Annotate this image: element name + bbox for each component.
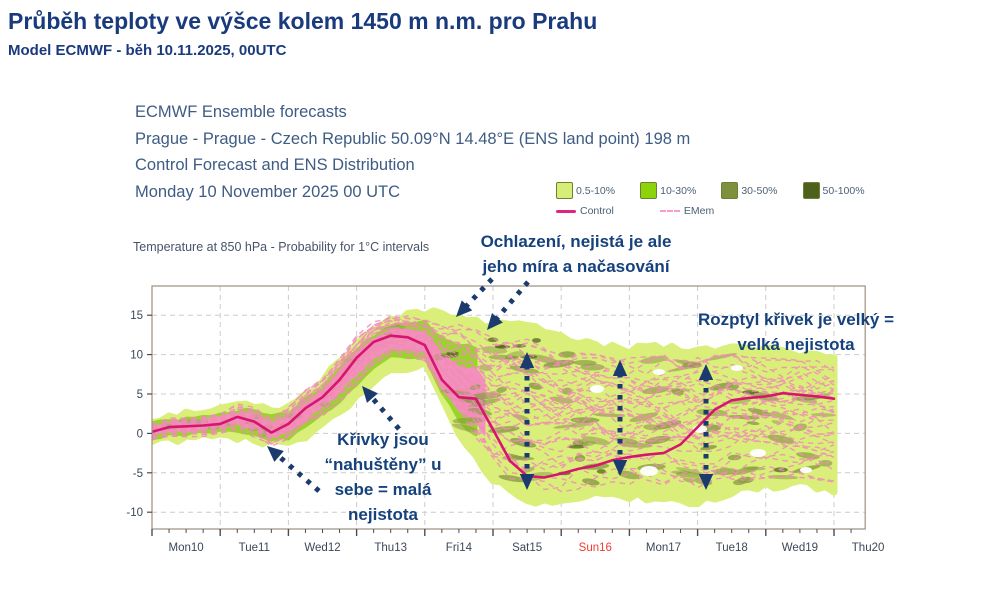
annotation-cooling-line1: Ochlazení, nejistá je ale	[480, 232, 672, 251]
line-legend-label: EMem	[683, 205, 715, 217]
page-title: Průběh teploty ve výšce kolem 1450 m n.m…	[8, 8, 598, 34]
annotation-spread-line2: velká nejistota	[737, 335, 855, 354]
plume-gap	[800, 467, 812, 473]
x-axis-label: Mon17	[646, 542, 681, 554]
spread-double-arrow	[612, 360, 628, 476]
x-axis-label: Sun16	[579, 542, 612, 554]
ensemble-members	[152, 315, 835, 493]
probability-legend: 0.5-10% 10-30% 30-50% 50-100%	[556, 182, 865, 199]
header-line-location: Prague - Prague - Czech Republic 50.09°N…	[135, 129, 691, 148]
pointer-arrow	[456, 277, 494, 317]
line-legend-item: Control	[556, 205, 614, 217]
annotation-tight-line2: “nahuštěny” u	[324, 455, 442, 474]
prob-swatch-icon	[802, 182, 820, 199]
line-legend: Control EMem	[556, 205, 714, 217]
x-axis-label: Tue11	[239, 542, 270, 554]
chart-caption: Temperature at 850 hPa - Probability for…	[133, 240, 430, 254]
plume-gap	[653, 369, 665, 375]
annotation-spread: Rozptyl křivek je velký = velká nejistot…	[665, 307, 927, 357]
prob-legend-item: 30-50%	[721, 182, 778, 199]
axis-ticks	[147, 314, 852, 536]
page-subtitle: Model ECMWF - běh 10.11.2025, 00UTC	[8, 42, 287, 59]
prob-legend-label: 30-50%	[741, 184, 778, 197]
prob-swatch-icon	[640, 182, 658, 199]
prob-swatch-icon	[556, 182, 573, 199]
prob-legend-label: 10-30%	[660, 184, 697, 197]
pointer-arrow	[267, 446, 321, 493]
x-axis-label: Mon10	[169, 542, 204, 554]
prob-legend-item: 0.5-10%	[556, 182, 615, 199]
header-line-product: ECMWF Ensemble forecasts	[135, 103, 347, 121]
annotation-cooling-line2: jeho míra a načasování	[482, 257, 670, 276]
plume-gap	[590, 385, 604, 393]
annotation-tight: Křivky jsou “nahuštěny” u sebe = malá ne…	[293, 427, 473, 527]
control-line-icon	[556, 209, 576, 213]
line-legend-item: EMem	[659, 205, 715, 217]
y-axis-label: 0	[137, 428, 143, 440]
x-axis-label: Thu13	[374, 542, 407, 554]
spread-double-arrow	[519, 352, 535, 490]
plot-border	[151, 285, 866, 530]
annotation-tight-line3: sebe = malá	[334, 480, 432, 499]
x-axis-label: Fri14	[446, 542, 473, 554]
emem-line-icon	[659, 210, 680, 212]
plume-gap	[640, 466, 658, 476]
pointer-arrow	[487, 280, 530, 330]
header-line-type: Control Forecast and ENS Distribution	[135, 156, 415, 174]
x-axis-label: Tue18	[716, 542, 748, 554]
line-legend-label: Control	[580, 205, 614, 217]
control-forecast-line	[152, 334, 836, 479]
y-axis-label: 5	[137, 389, 143, 401]
annotation-cooling: Ochlazení, nejistá je ale jeho míra a na…	[446, 229, 706, 279]
x-axis-label: Thu20	[852, 542, 885, 554]
annotation-spread-line1: Rozptyl křivek je velký =	[697, 310, 895, 329]
y-axis-label: -10	[126, 507, 143, 519]
y-axis-label: 15	[130, 310, 143, 322]
y-axis-label: -5	[133, 468, 143, 480]
annotation-tight-line4: nejistota	[348, 505, 418, 524]
spread-double-arrow	[698, 364, 714, 490]
annotation-tight-line1: Křivky jsou	[337, 430, 429, 449]
annotation-arrows	[267, 277, 714, 493]
plume-gap	[750, 449, 766, 457]
axis-labels: -10 -5 0 5 10 15 Mon10 Tue11 Wed12 Thu13 Fri14 Sat1…	[126, 310, 884, 554]
prob-legend-item: 10-30%	[640, 182, 696, 199]
ensemble-plume	[152, 307, 838, 508]
x-axis-label: Wed19	[782, 542, 818, 554]
y-axis-label: 10	[130, 350, 143, 362]
prob-legend-item: 50-100%	[802, 182, 865, 199]
meteogram-header: ECMWF Ensemble forecasts Prague - Prague…	[135, 99, 690, 205]
x-axis-label: Sat15	[512, 542, 542, 554]
x-axis-label: Wed12	[304, 542, 340, 554]
header-line-basetime: Monday 10 November 2025 00 UTC	[135, 182, 401, 201]
plume-gap	[731, 365, 743, 371]
pointer-arrow	[362, 386, 401, 431]
prob-legend-label: 0.5-10%	[576, 184, 616, 197]
prob-swatch-icon	[721, 182, 739, 199]
prob-legend-label: 50-100%	[822, 184, 865, 197]
